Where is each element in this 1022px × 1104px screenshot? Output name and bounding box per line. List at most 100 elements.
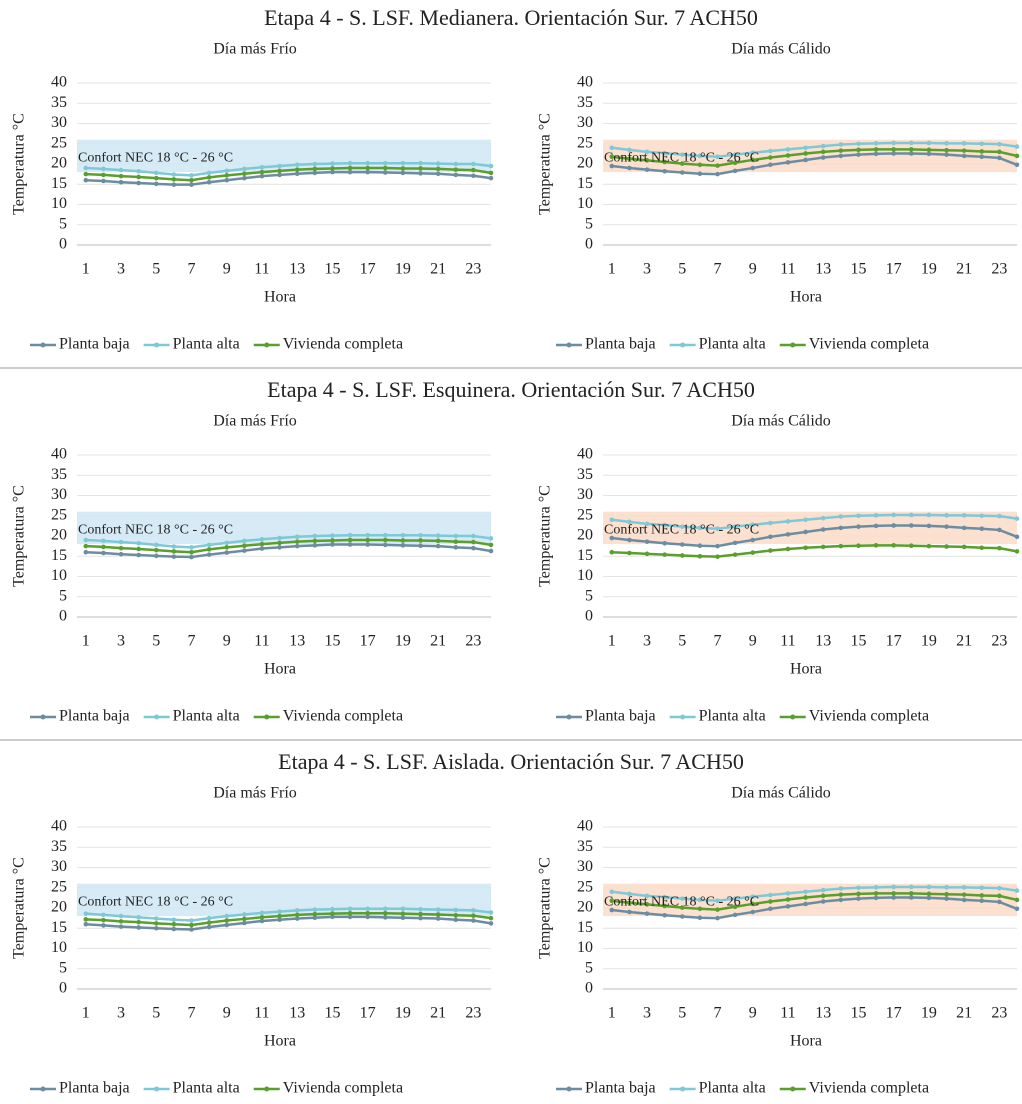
point xyxy=(944,147,949,153)
point xyxy=(873,151,879,157)
point xyxy=(118,913,124,919)
y-axis-label: Temperatura °C xyxy=(537,857,554,959)
point xyxy=(732,912,738,918)
point xyxy=(189,182,194,187)
point xyxy=(453,172,459,178)
point xyxy=(609,145,615,151)
point xyxy=(83,177,89,183)
x-tick-label: 13 xyxy=(289,261,305,278)
y-axis-label: Temperatura °C xyxy=(11,485,28,587)
x-tick-label: 3 xyxy=(117,633,125,650)
legend-label: Planta alta xyxy=(699,708,766,725)
point xyxy=(997,885,1002,891)
x-tick-label: 3 xyxy=(117,261,125,278)
point xyxy=(908,140,914,146)
y-tick-label: 20 xyxy=(51,527,67,544)
y-tick-label: 15 xyxy=(577,919,593,936)
point xyxy=(118,179,124,185)
point xyxy=(838,514,844,519)
point xyxy=(697,153,703,159)
point xyxy=(330,906,335,912)
point xyxy=(856,141,861,147)
point xyxy=(365,165,370,171)
point xyxy=(609,535,615,541)
legend-marker xyxy=(566,714,572,720)
point xyxy=(662,552,667,557)
point xyxy=(294,167,300,172)
point xyxy=(873,543,879,548)
y-tick-label: 20 xyxy=(51,155,67,172)
series-line xyxy=(611,544,1018,558)
point xyxy=(662,159,667,165)
y-tick-label: 10 xyxy=(51,195,67,212)
y-tick-label: 35 xyxy=(577,466,593,483)
x-tick-label: 23 xyxy=(991,261,1007,278)
y-tick-label: 30 xyxy=(577,114,593,131)
point xyxy=(382,160,388,166)
legend-label: Planta baja xyxy=(59,1080,130,1097)
point xyxy=(382,910,388,916)
point xyxy=(979,149,985,154)
point xyxy=(83,543,89,549)
point xyxy=(679,152,685,157)
point xyxy=(891,151,896,156)
point xyxy=(873,513,879,518)
point xyxy=(644,902,650,907)
point xyxy=(435,543,441,549)
legend-marker xyxy=(264,342,270,348)
y-tick-label: 20 xyxy=(577,527,593,544)
x-tick-label: 19 xyxy=(921,633,937,650)
point xyxy=(418,538,423,543)
point xyxy=(294,543,300,549)
y-tick-label: 35 xyxy=(51,838,67,855)
point xyxy=(697,897,703,903)
point xyxy=(294,908,300,913)
legend-marker xyxy=(40,342,46,348)
point xyxy=(189,918,194,923)
point xyxy=(171,554,177,559)
point xyxy=(926,512,932,518)
point xyxy=(471,173,476,179)
point xyxy=(961,153,967,159)
point xyxy=(979,154,985,160)
point xyxy=(347,906,353,912)
x-tick-label: 1 xyxy=(608,1005,616,1022)
point xyxy=(768,534,773,540)
point xyxy=(803,529,808,535)
point xyxy=(365,532,370,538)
y-tick-label: 40 xyxy=(51,74,67,91)
point xyxy=(118,539,124,545)
point xyxy=(435,161,441,166)
point xyxy=(803,517,808,523)
x-tick-label: 1 xyxy=(608,633,616,650)
legend-marker xyxy=(790,342,796,348)
point xyxy=(418,171,423,176)
x-tick-label: 21 xyxy=(956,1005,972,1022)
point xyxy=(365,542,370,547)
x-axis-label: Hora xyxy=(790,661,822,678)
point xyxy=(347,169,353,175)
x-tick-label: 1 xyxy=(82,1005,90,1022)
point xyxy=(961,544,967,550)
point xyxy=(277,163,282,169)
legend-label: Vivienda completa xyxy=(283,1080,403,1097)
point xyxy=(153,553,159,559)
y-tick-label: 5 xyxy=(59,215,67,232)
legend-label: Vivienda completa xyxy=(809,336,929,353)
x-tick-label: 3 xyxy=(643,633,651,650)
point xyxy=(768,148,773,154)
point xyxy=(820,155,826,160)
point xyxy=(856,885,861,891)
point xyxy=(785,891,791,896)
point xyxy=(347,910,353,916)
x-tick-label: 9 xyxy=(223,1005,231,1022)
series-line xyxy=(611,152,1018,176)
x-tick-label: 21 xyxy=(430,633,446,650)
point xyxy=(891,523,896,528)
point xyxy=(644,551,650,557)
point xyxy=(750,550,756,555)
point xyxy=(997,893,1002,899)
point xyxy=(294,916,300,921)
x-tick-label: 11 xyxy=(780,261,795,278)
point xyxy=(118,919,124,924)
